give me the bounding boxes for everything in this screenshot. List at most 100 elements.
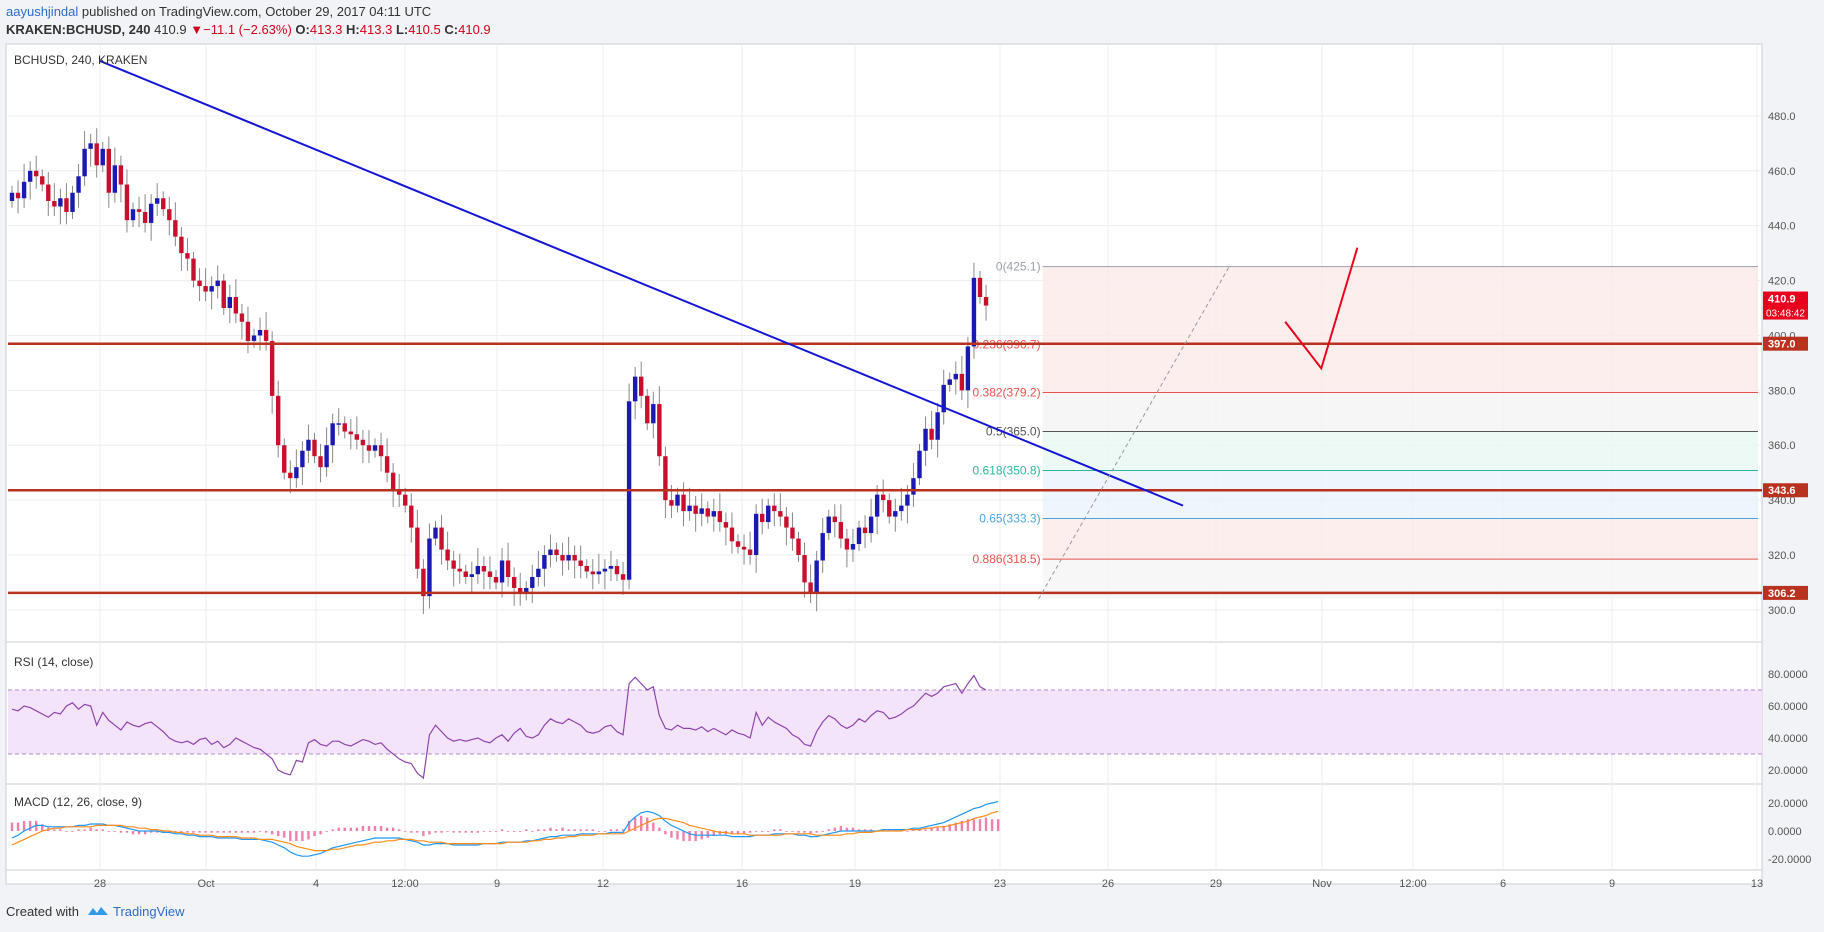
candle-body [100, 148, 105, 166]
x-tick-label: Nov [1312, 878, 1332, 890]
candle-body [651, 404, 656, 424]
macd-histogram-bar [440, 831, 443, 833]
candle-body [790, 527, 795, 539]
macd-histogram-bar [240, 831, 244, 833]
macd-histogram-bar [446, 831, 449, 832]
candle-body [608, 565, 614, 569]
candle-body [868, 516, 874, 534]
macd-histogram-bar [869, 829, 873, 831]
macd-histogram-bar [809, 831, 812, 835]
x-tick-label: 28 [94, 878, 106, 890]
macd-histogram-bar [246, 831, 250, 833]
candle-body [282, 445, 287, 473]
candle-body [336, 423, 341, 425]
candle-body [445, 549, 450, 561]
candle-body [572, 555, 577, 561]
x-tick-label: 13 [1751, 878, 1763, 890]
macd-histogram-bar [22, 820, 26, 831]
candle-body [82, 148, 87, 177]
candle-body [487, 571, 493, 577]
downtrend-line [99, 60, 1184, 507]
macd-histogram-bar [742, 831, 746, 835]
x-tick-label: 6 [1500, 878, 1506, 890]
candle-body [590, 571, 595, 575]
macd-histogram-bar [851, 827, 855, 831]
y-tick-label: 380.0 [1768, 385, 1796, 397]
candle-body [469, 574, 474, 577]
high-value: 413.3 [359, 22, 393, 37]
candle-body [348, 431, 353, 435]
macd-histogram-bar [343, 827, 346, 831]
x-tick-label: 12:00 [391, 878, 419, 890]
candle-body [342, 423, 347, 432]
candle-body [251, 335, 257, 341]
x-tick-label: 19 [849, 878, 861, 890]
fib-zone: 0(425.1)0.236(396.7)0.382(379.2)0.5(365.… [973, 260, 1758, 599]
y-tick-label: 440.0 [1768, 221, 1796, 233]
candle-body [820, 533, 825, 561]
candle-body [294, 467, 299, 479]
candle-body [548, 549, 553, 556]
candle-body [729, 527, 735, 542]
macd-histogram-bar [264, 831, 268, 833]
macd-histogram-bar [555, 829, 558, 831]
fib-level-label: 0.65(333.3) [979, 512, 1040, 526]
macd-histogram-bar [428, 831, 431, 835]
macd-histogram-bar [373, 825, 377, 831]
macd-histogram-bar [234, 831, 238, 833]
candle-body [947, 379, 952, 385]
candle-body [52, 200, 57, 207]
macd-histogram-bar [258, 831, 262, 832]
macd-histogram-bar [863, 829, 867, 831]
macd-histogram-bar [948, 824, 951, 831]
candle-body [881, 494, 886, 501]
x-tick-label: 9 [494, 878, 500, 890]
macd-histogram-bar [119, 831, 123, 833]
candle-body [191, 258, 196, 281]
y-tick-label: 420.0 [1768, 276, 1796, 288]
macd-histogram-bar [337, 827, 340, 831]
macd-histogram-bar [367, 825, 371, 831]
macd-histogram-bar [621, 829, 625, 831]
macd-histogram-bar [615, 829, 619, 831]
macd-histogram-bar [283, 831, 286, 838]
macd-histogram-bar [452, 831, 455, 833]
level-price-tag [1763, 336, 1808, 351]
tradingview-link[interactable]: TradingView [112, 904, 185, 919]
candle-body [832, 516, 837, 523]
candle-body [58, 198, 63, 207]
y-tick-label: 460.0 [1768, 166, 1796, 178]
candle-body [923, 428, 928, 451]
macd-histogram-bar [65, 831, 68, 832]
macd-histogram-bar [936, 827, 939, 831]
macd-histogram-bar [83, 829, 86, 831]
candle-body [493, 576, 499, 583]
candle-body [511, 576, 517, 588]
candle-body [796, 538, 801, 556]
rsi-band [8, 690, 1762, 754]
fib-zone-band [1042, 470, 1758, 519]
macd-histogram-bar [404, 831, 407, 832]
candle-body [330, 423, 335, 446]
macd-histogram-bar [325, 831, 328, 832]
candle-body [64, 198, 69, 212]
macd-histogram-bar [416, 831, 419, 833]
candle-body [844, 538, 850, 550]
fib-level-label: 0.382(379.2) [973, 386, 1041, 400]
candle-body [802, 555, 807, 583]
macd-histogram-bar [712, 831, 715, 837]
footer: Created with TradingView [6, 904, 185, 920]
macd-histogram-bar [966, 819, 970, 831]
macd-histogram-bar [785, 831, 788, 832]
tradingview-logo-icon [87, 905, 109, 920]
fib-zone-band [1042, 431, 1758, 471]
macd-histogram-bar [16, 822, 20, 831]
x-tick-label: 29 [1210, 878, 1222, 890]
x-tick-label: 16 [736, 878, 748, 890]
author-link[interactable]: aayushjindal [6, 4, 79, 19]
macd-histogram-bar [494, 831, 498, 832]
macd-histogram-bar [857, 829, 861, 831]
macd-histogram-bar [996, 819, 1000, 831]
close-label: C: [444, 22, 459, 37]
